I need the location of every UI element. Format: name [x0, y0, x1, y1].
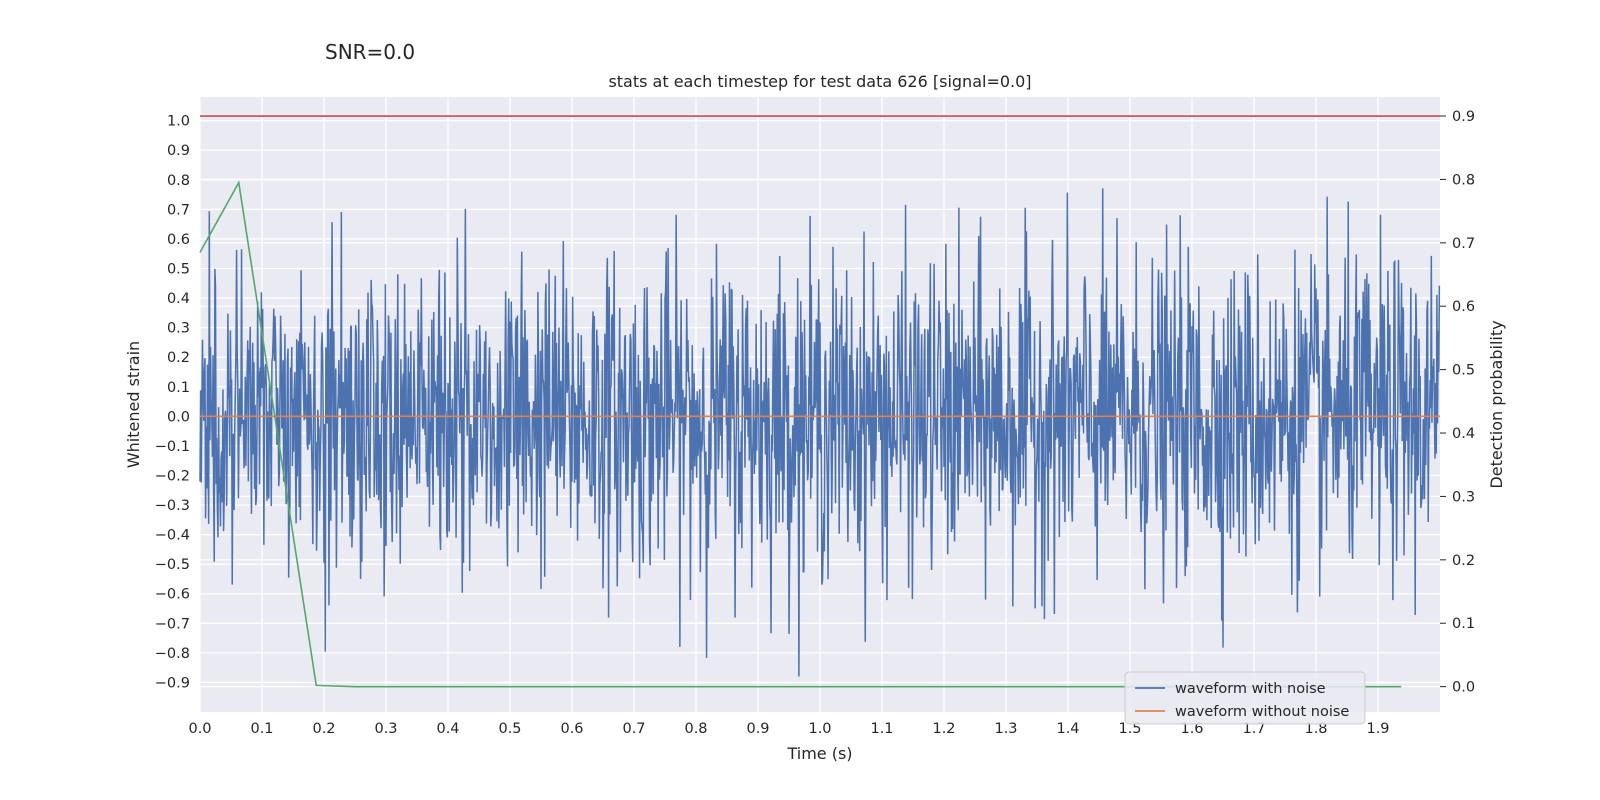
x-tick-label: 0.2: [312, 721, 335, 737]
y2-tick-label: 0.8: [1452, 172, 1475, 188]
y2-tick-label: 0.7: [1452, 236, 1475, 252]
y2-tick-label: 0.2: [1452, 553, 1475, 569]
series-waveform-with-noise: [199, 188, 1441, 677]
x-tick-label: 1.4: [1056, 721, 1079, 737]
x-tick-label: 0.0: [188, 721, 211, 737]
y2-tick-label: 0.5: [1452, 363, 1475, 379]
x-tick-label: 0.3: [374, 721, 397, 737]
y-tick-label: −0.2: [155, 468, 190, 484]
y-tick-label: 0.8: [167, 173, 190, 189]
y-tick-label: 0.2: [167, 350, 190, 366]
y-tick-label: −0.7: [155, 616, 190, 632]
y-tick-label: −0.3: [155, 498, 190, 514]
y2-axis-label: Detection probability: [1487, 320, 1506, 488]
y-tick-label: 0.6: [167, 232, 190, 248]
x-tick-label: 0.5: [498, 721, 521, 737]
y-tick-label: −0.8: [155, 646, 190, 662]
y-tick-label: −0.9: [155, 675, 190, 691]
x-tick-label: 1.2: [932, 721, 955, 737]
y-tick-label: 0.4: [167, 291, 190, 307]
snr-suptitle: SNR=0.0: [325, 40, 416, 64]
y-tick-label: 0.5: [167, 261, 190, 277]
y-tick-label: −0.6: [155, 587, 190, 603]
y-tick-label: 1.0: [167, 114, 190, 130]
y-tick-label: 0.7: [167, 202, 190, 218]
x-axis-label: Time (s): [786, 744, 852, 763]
x-tick-label: 1.5: [1118, 721, 1141, 737]
x-tick-label: 1.9: [1366, 721, 1389, 737]
x-tick-label: 0.9: [746, 721, 769, 737]
y2-tick-label: 0.0: [1452, 680, 1475, 696]
y-tick-label: 0.9: [167, 143, 190, 159]
y-tick-label: 0.0: [167, 409, 190, 425]
x-tick-label: 0.7: [622, 721, 645, 737]
y2-tick-label: 0.9: [1452, 109, 1475, 125]
x-tick-label: 1.3: [994, 721, 1017, 737]
y2-tick-label: 0.3: [1452, 489, 1475, 505]
x-tick-label: 0.1: [250, 721, 273, 737]
legend-label: waveform with noise: [1175, 681, 1326, 697]
x-tick-label: 0.4: [436, 721, 459, 737]
x-tick-label: 1.8: [1304, 721, 1327, 737]
series-detection-probability: [199, 180, 1402, 688]
chart-title: stats at each timestep for test data 626…: [608, 72, 1031, 91]
x-tick-label: 1.7: [1242, 721, 1265, 737]
legend-label: waveform without noise: [1175, 704, 1349, 720]
y-tick-label: 0.3: [167, 321, 190, 337]
y2-tick-label: 0.4: [1452, 426, 1475, 442]
legend-box: [1124, 671, 1366, 725]
x-tick-label: 0.8: [684, 721, 707, 737]
y-tick-label: −0.1: [155, 439, 190, 455]
y-tick-label: 0.1: [167, 380, 190, 396]
y2-tick-label: 0.1: [1452, 616, 1475, 632]
y-tick-label: −0.4: [155, 528, 190, 544]
x-tick-label: 1.1: [870, 721, 893, 737]
y2-tick-label: 0.6: [1452, 299, 1475, 315]
x-tick-label: 1.0: [808, 721, 831, 737]
x-tick-label: 1.6: [1180, 721, 1203, 737]
x-tick-label: 0.6: [560, 721, 583, 737]
y-tick-label: −0.5: [155, 557, 190, 573]
y-axis-label: Whitened strain: [124, 341, 143, 468]
